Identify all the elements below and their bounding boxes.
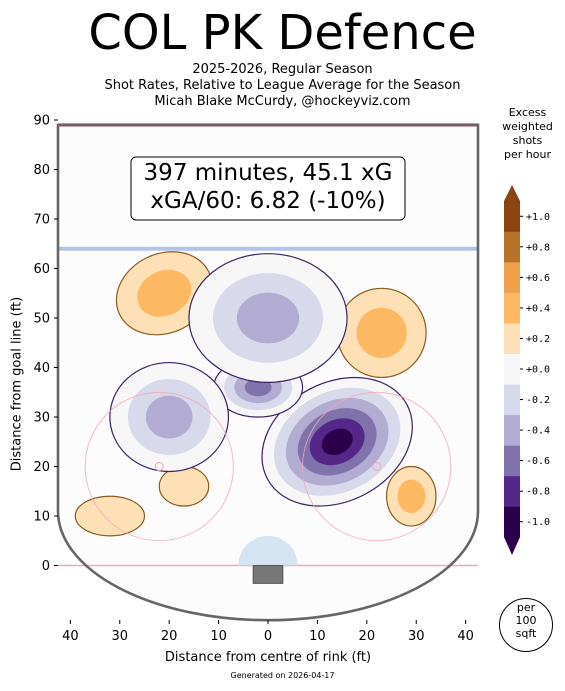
y-tick-label-4: 40 <box>33 361 50 376</box>
colorbar-extend-bottom <box>504 537 520 555</box>
x-tick-label-4: 0 <box>264 629 272 644</box>
goal-crease <box>238 535 298 566</box>
colorbar-extend-top <box>504 185 520 201</box>
colorbar-band-10 <box>504 201 520 232</box>
contour-deficit-region-8-band-2 <box>145 395 193 439</box>
colorbar-title-line1: Excess <box>508 106 547 119</box>
y-tick-label-5: 50 <box>33 312 50 327</box>
contour-layer <box>74 251 437 537</box>
faceoff-circle-right <box>302 391 452 542</box>
x-tick-label-2: 20 <box>161 629 178 644</box>
colorbar-tick-label-7: -0.4 <box>526 426 550 437</box>
per-unit-line1: per <box>516 601 536 614</box>
y-tick-label-0: 0 <box>42 559 50 574</box>
colorbar-band-6 <box>504 323 520 355</box>
y-tick-label-1: 10 <box>33 510 50 525</box>
colorbar-band-4 <box>504 384 520 416</box>
subtitle-season: 2025-2026, Regular Season <box>192 62 373 77</box>
colorbar-band-7 <box>504 292 520 324</box>
contour-excess-region-2-band-1 <box>397 479 426 514</box>
y-tick-label-6: 60 <box>33 262 50 277</box>
colorbar-tick-label-5: +0.0 <box>526 365 550 376</box>
contour-excess-region-3-band-0 <box>74 495 146 537</box>
x-tick-label-6: 20 <box>359 629 376 644</box>
x-tick-label-3: 10 <box>210 629 227 644</box>
y-tick-label-7: 70 <box>33 213 50 228</box>
contour-excess-region-0-band-1 <box>137 269 192 317</box>
y-tick-label-3: 30 <box>33 411 50 426</box>
contour-deficit-region-5-band-5 <box>321 428 353 456</box>
colorbar-tick-label-8: -0.6 <box>526 456 550 467</box>
colorbar-tick-label-1: +0.8 <box>526 242 550 253</box>
summary-box <box>130 156 406 221</box>
per-unit-line3: sqft <box>515 627 537 640</box>
colorbar-tick-label-3: +0.4 <box>526 303 550 314</box>
per-unit-badge: per 100 sqft <box>499 598 553 652</box>
x-tick-label-0: 40 <box>62 629 79 644</box>
subtitle-description: Shot Rates, Relative to League Average f… <box>104 78 461 93</box>
colorbar-title-line2: weighted <box>502 120 553 133</box>
summary-line-2: xGA/60: 6.82 (-10%) <box>150 188 385 214</box>
contour-deficit-region-9-band-2 <box>236 292 300 344</box>
colorbar-title-line4: per hour <box>504 148 551 161</box>
goal-net <box>252 565 284 584</box>
faceoff-dot-right <box>372 462 382 472</box>
x-axis-label: Distance from centre of rink (ft) <box>164 650 372 665</box>
colorbar-tick-label-10: -1.0 <box>526 517 550 528</box>
faceoff-dot-left <box>154 462 164 472</box>
chart-title: COL PK Defence <box>88 5 477 61</box>
colorbar-band-0 <box>504 506 520 538</box>
summary-line-1: 397 minutes, 45.1 xG <box>144 160 393 186</box>
colorbar-tick-label-0: +1.0 <box>526 212 550 223</box>
subtitle-author: Micah Blake McCurdy, @hockeyviz.com <box>154 94 411 109</box>
colorbar-tick-label-6: -0.2 <box>526 395 550 406</box>
colorbar-band-9 <box>504 231 520 263</box>
colorbar-title-line3: shots <box>512 134 543 147</box>
colorbar-band-8 <box>504 262 520 293</box>
x-tick-label-5: 10 <box>309 629 326 644</box>
contour-excess-region-4-band-0 <box>158 465 210 507</box>
colorbar-tick-label-9: -0.8 <box>526 487 550 498</box>
rink-boards <box>56 123 480 622</box>
colorbar-band-1 <box>504 475 520 507</box>
per-unit-line2: 100 <box>515 614 537 627</box>
colorbar-tick-label-4: +0.2 <box>526 334 550 345</box>
colorbar-band-5 <box>504 353 520 385</box>
y-tick-label-2: 20 <box>33 460 50 475</box>
colorbar-band-3 <box>504 414 520 446</box>
y-tick-label-9: 90 <box>33 114 50 129</box>
x-tick-label-7: 30 <box>408 629 425 644</box>
colorbar-band-2 <box>504 445 520 477</box>
y-tick-label-8: 80 <box>33 163 50 178</box>
x-tick-label-1: 30 <box>111 629 128 644</box>
contour-excess-region-1-band-1 <box>356 307 407 359</box>
y-axis-label: Distance from goal line (ft) <box>9 296 25 472</box>
x-tick-label-8: 40 <box>457 629 474 644</box>
colorbar-tick-label-2: +0.6 <box>526 273 550 284</box>
faceoff-circle-left <box>84 391 234 542</box>
generated-date: Generated on 2026-04-17 <box>230 671 335 680</box>
